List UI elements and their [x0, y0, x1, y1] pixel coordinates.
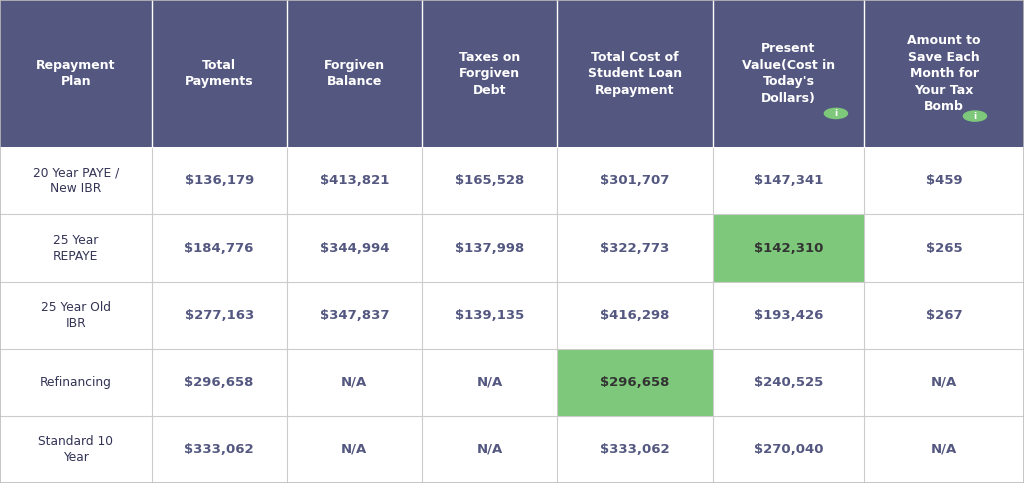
Text: $344,994: $344,994 [319, 242, 389, 255]
Text: N/A: N/A [476, 376, 503, 389]
Text: $459: $459 [926, 174, 963, 187]
Bar [287, 349, 422, 416]
Text: $136,179: $136,179 [184, 174, 254, 187]
Text: $416,298: $416,298 [600, 309, 670, 322]
Text: Taxes on
Forgiven
Debt: Taxes on Forgiven Debt [459, 51, 520, 97]
Text: Repayment
Plan: Repayment Plan [36, 59, 116, 88]
Bar [557, 349, 713, 416]
Bar [713, 416, 864, 483]
Text: $265: $265 [926, 242, 963, 255]
Text: N/A: N/A [476, 443, 503, 456]
Bar [864, 214, 1024, 282]
Bar [713, 214, 864, 282]
Bar [422, 214, 557, 282]
Text: $277,163: $277,163 [184, 309, 254, 322]
Bar [557, 282, 713, 349]
Text: Present
Value(Cost in
Today's
Dollars): Present Value(Cost in Today's Dollars) [742, 43, 835, 105]
Text: $301,707: $301,707 [600, 174, 670, 187]
Bar [864, 282, 1024, 349]
Text: $333,062: $333,062 [600, 443, 670, 456]
Text: $184,776: $184,776 [184, 242, 254, 255]
Bar [152, 214, 287, 282]
Bar [864, 349, 1024, 416]
Text: $333,062: $333,062 [184, 443, 254, 456]
Text: $240,525: $240,525 [754, 376, 823, 389]
Text: $267: $267 [926, 309, 963, 322]
Text: $137,998: $137,998 [455, 242, 524, 255]
Bar [0, 214, 152, 282]
Text: Total
Payments: Total Payments [184, 59, 254, 88]
Bar [422, 349, 557, 416]
Text: $139,135: $139,135 [455, 309, 524, 322]
Bar [713, 147, 864, 214]
Bar [713, 282, 864, 349]
Text: i: i [974, 112, 977, 121]
Text: $296,658: $296,658 [600, 376, 670, 389]
Text: $347,837: $347,837 [319, 309, 389, 322]
Text: $413,821: $413,821 [319, 174, 389, 187]
Bar [152, 416, 287, 483]
Bar [0, 0, 1024, 147]
Bar [0, 416, 152, 483]
Bar [422, 416, 557, 483]
Bar [0, 349, 152, 416]
Bar [864, 416, 1024, 483]
Text: Forgiven
Balance: Forgiven Balance [324, 59, 385, 88]
Text: 25 Year Old
IBR: 25 Year Old IBR [41, 300, 111, 330]
Bar [864, 147, 1024, 214]
Text: $193,426: $193,426 [754, 309, 823, 322]
Text: N/A: N/A [341, 376, 368, 389]
Text: N/A: N/A [341, 443, 368, 456]
Text: 25 Year
REPAYE: 25 Year REPAYE [53, 233, 98, 263]
Bar [152, 349, 287, 416]
Bar [152, 147, 287, 214]
Text: $296,658: $296,658 [184, 376, 254, 389]
Text: 20 Year PAYE /
New IBR: 20 Year PAYE / New IBR [33, 166, 119, 196]
Text: N/A: N/A [931, 376, 957, 389]
Text: $165,528: $165,528 [455, 174, 524, 187]
Circle shape [823, 108, 848, 119]
Bar [557, 147, 713, 214]
Bar [152, 282, 287, 349]
Bar [287, 147, 422, 214]
Bar [713, 349, 864, 416]
Bar [557, 416, 713, 483]
Bar [287, 282, 422, 349]
Text: $147,341: $147,341 [754, 174, 823, 187]
Bar [287, 416, 422, 483]
Text: Total Cost of
Student Loan
Repayment: Total Cost of Student Loan Repayment [588, 51, 682, 97]
Bar [422, 282, 557, 349]
Text: Refinancing: Refinancing [40, 376, 112, 389]
Text: i: i [835, 109, 838, 118]
Text: $270,040: $270,040 [754, 443, 823, 456]
Circle shape [963, 110, 987, 122]
Text: N/A: N/A [931, 443, 957, 456]
Text: $142,310: $142,310 [754, 242, 823, 255]
Bar [0, 282, 152, 349]
Bar [0, 147, 152, 214]
Bar [287, 214, 422, 282]
Bar [557, 214, 713, 282]
Text: Standard 10
Year: Standard 10 Year [38, 435, 114, 464]
Text: $322,773: $322,773 [600, 242, 670, 255]
Bar [422, 147, 557, 214]
Text: Amount to
Save Each
Month for
Your Tax
Bomb: Amount to Save Each Month for Your Tax B… [907, 34, 981, 113]
